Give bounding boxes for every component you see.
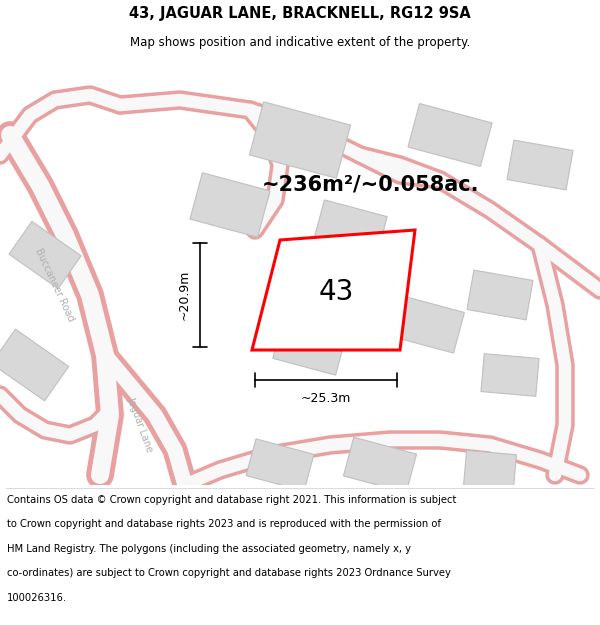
Text: to Crown copyright and database rights 2023 and is reproduced with the permissio: to Crown copyright and database rights 2…	[7, 519, 441, 529]
Polygon shape	[507, 140, 573, 190]
Text: ~236m²/~0.058ac.: ~236m²/~0.058ac.	[261, 175, 479, 195]
Polygon shape	[0, 329, 68, 401]
Text: co-ordinates) are subject to Crown copyright and database rights 2023 Ordnance S: co-ordinates) are subject to Crown copyr…	[7, 568, 451, 578]
Text: Contains OS data © Crown copyright and database right 2021. This information is : Contains OS data © Crown copyright and d…	[7, 495, 457, 505]
Text: HM Land Registry. The polygons (including the associated geometry, namely x, y: HM Land Registry. The polygons (includin…	[7, 544, 411, 554]
Text: 100026316.: 100026316.	[7, 592, 67, 602]
Polygon shape	[190, 173, 270, 238]
Polygon shape	[395, 297, 464, 353]
Polygon shape	[246, 439, 314, 491]
Polygon shape	[408, 104, 492, 166]
Text: 43, JAGUAR LANE, BRACKNELL, RG12 9SA: 43, JAGUAR LANE, BRACKNELL, RG12 9SA	[129, 6, 471, 21]
Polygon shape	[250, 102, 350, 178]
Polygon shape	[343, 438, 416, 493]
Polygon shape	[252, 230, 415, 350]
Text: Map shows position and indicative extent of the property.: Map shows position and indicative extent…	[130, 36, 470, 49]
Polygon shape	[464, 451, 517, 489]
Text: ~25.3m: ~25.3m	[301, 391, 351, 404]
Text: Jaguar Lane: Jaguar Lane	[125, 396, 155, 454]
Text: 43: 43	[319, 279, 355, 306]
Polygon shape	[481, 354, 539, 396]
Polygon shape	[273, 315, 347, 375]
Polygon shape	[467, 270, 533, 320]
Polygon shape	[313, 200, 387, 260]
Text: ~20.9m: ~20.9m	[178, 270, 191, 320]
Polygon shape	[9, 221, 81, 289]
Text: Buccaneer Road: Buccaneer Road	[34, 247, 76, 323]
